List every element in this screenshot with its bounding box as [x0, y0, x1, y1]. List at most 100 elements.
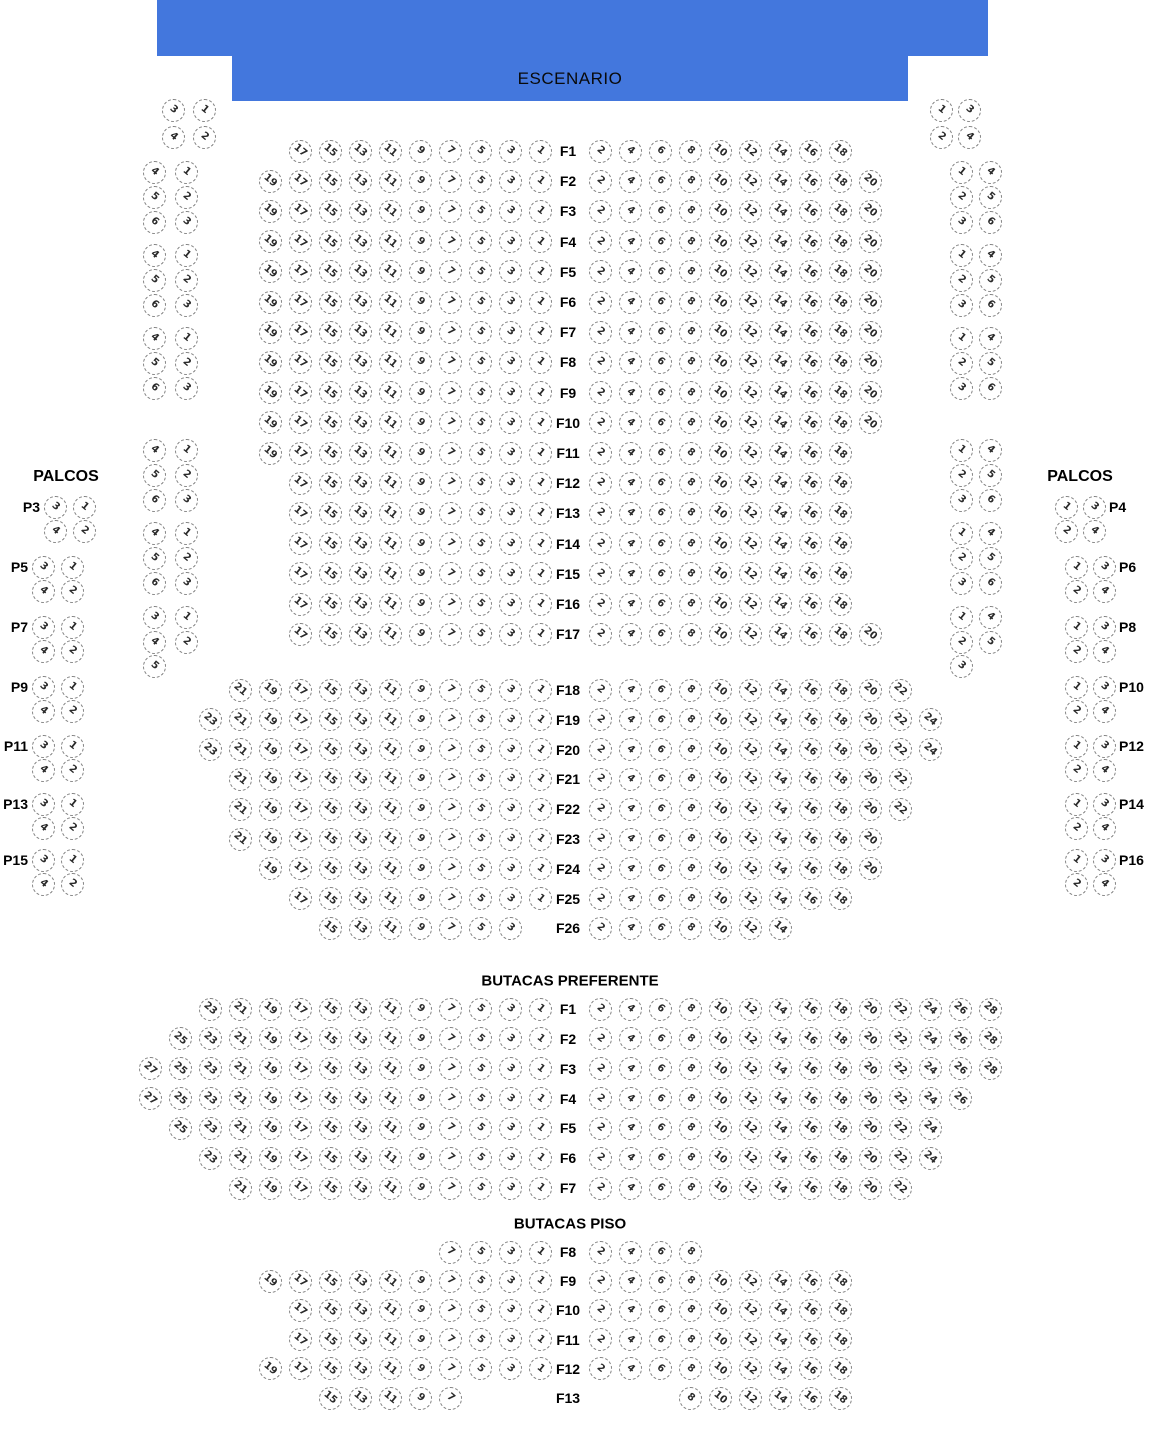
seat-pref-F3-6[interactable]: 6 [648, 1057, 672, 1081]
seat-lower-F20-18[interactable]: 18 [828, 738, 852, 762]
seat-lower-F25-10[interactable]: 10 [708, 887, 732, 911]
seat-main-F8-9[interactable]: 9 [408, 350, 432, 374]
seat-main-F3-7[interactable]: 7 [438, 199, 462, 223]
seat-main-F15-18[interactable]: 18 [828, 562, 852, 586]
seat-main-F15-10[interactable]: 10 [708, 562, 732, 586]
seat-lower-F18-5[interactable]: 5 [468, 678, 492, 702]
seat-main-F17-5[interactable]: 5 [468, 622, 492, 646]
seat-piso-F8-6[interactable]: 6 [648, 1240, 672, 1264]
seat-main-F14-7[interactable]: 7 [438, 532, 462, 556]
seat-piso-F13-18[interactable]: 18 [828, 1386, 852, 1410]
seat-P11-3[interactable]: 3 [31, 734, 55, 758]
seat-lower-F19-15[interactable]: 15 [318, 708, 342, 732]
seat-piso-F10-9[interactable]: 9 [408, 1298, 432, 1322]
seat-lower-F19-16[interactable]: 16 [798, 708, 822, 732]
wall-right-box-7-seat-2[interactable]: 2 [949, 630, 973, 654]
seat-main-F5-8[interactable]: 8 [678, 260, 702, 284]
seat-main-F10-18[interactable]: 18 [828, 411, 852, 435]
seat-main-F6-1[interactable]: 1 [528, 290, 552, 314]
seat-lower-F23-13[interactable]: 13 [348, 827, 372, 851]
seat-lower-F21-12[interactable]: 12 [738, 767, 762, 791]
seat-main-F14-5[interactable]: 5 [468, 532, 492, 556]
wall-right-box-4-seat-2[interactable]: 2 [949, 351, 973, 375]
seat-main-F14-15[interactable]: 15 [318, 532, 342, 556]
seat-pref-F5-9[interactable]: 9 [408, 1116, 432, 1140]
wall-left-box-2-seat-1[interactable]: 1 [174, 160, 198, 184]
seat-pref-F3-22[interactable]: 22 [888, 1057, 912, 1081]
seat-pref-F7-19[interactable]: 19 [258, 1176, 282, 1200]
seat-main-F12-1[interactable]: 1 [528, 471, 552, 495]
seat-lower-F18-9[interactable]: 9 [408, 678, 432, 702]
seat-main-F6-15[interactable]: 15 [318, 290, 342, 314]
seat-lower-F21-3[interactable]: 3 [498, 767, 522, 791]
wall-right-box-5-seat-5[interactable]: 5 [978, 463, 1002, 487]
seat-lower-F25-8[interactable]: 8 [678, 887, 702, 911]
seat-lower-F23-4[interactable]: 4 [618, 827, 642, 851]
seat-piso-F11-10[interactable]: 10 [708, 1328, 732, 1352]
seat-lower-F18-10[interactable]: 10 [708, 678, 732, 702]
seat-main-F7-19[interactable]: 19 [258, 320, 282, 344]
seat-pref-F2-25[interactable]: 25 [168, 1027, 192, 1051]
seat-piso-F11-5[interactable]: 5 [468, 1328, 492, 1352]
seat-lower-F18-2[interactable]: 2 [588, 678, 612, 702]
seat-main-F3-12[interactable]: 12 [738, 199, 762, 223]
seat-piso-F10-16[interactable]: 16 [798, 1298, 822, 1322]
wall-left-box-1-seat-1[interactable]: 1 [192, 98, 216, 122]
seat-pref-F1-14[interactable]: 14 [768, 997, 792, 1021]
seat-piso-F9-7[interactable]: 7 [438, 1269, 462, 1293]
seat-main-F1-10[interactable]: 10 [708, 139, 732, 163]
seat-piso-F12-5[interactable]: 5 [468, 1357, 492, 1381]
seat-piso-F11-11[interactable]: 11 [378, 1328, 402, 1352]
seat-lower-F23-15[interactable]: 15 [318, 827, 342, 851]
wall-left-box-4-seat-6[interactable]: 6 [142, 376, 166, 400]
seat-main-F10-9[interactable]: 9 [408, 411, 432, 435]
seat-piso-F12-18[interactable]: 18 [828, 1357, 852, 1381]
seat-main-F5-7[interactable]: 7 [438, 260, 462, 284]
seat-pref-F1-12[interactable]: 12 [738, 997, 762, 1021]
seat-piso-F13-16[interactable]: 16 [798, 1386, 822, 1410]
seat-pref-F4-13[interactable]: 13 [348, 1087, 372, 1111]
seat-lower-F20-23[interactable]: 23 [198, 738, 222, 762]
wall-right-box-3-seat-1[interactable]: 1 [949, 243, 973, 267]
seat-P15-3[interactable]: 3 [31, 848, 55, 872]
seat-pref-F1-3[interactable]: 3 [498, 997, 522, 1021]
seat-lower-F19-2[interactable]: 2 [588, 708, 612, 732]
seat-pref-F4-14[interactable]: 14 [768, 1087, 792, 1111]
seat-main-F15-11[interactable]: 11 [378, 562, 402, 586]
seat-main-F12-16[interactable]: 16 [798, 471, 822, 495]
seat-piso-F11-15[interactable]: 15 [318, 1328, 342, 1352]
seat-lower-F25-7[interactable]: 7 [438, 887, 462, 911]
seat-main-F9-9[interactable]: 9 [408, 381, 432, 405]
seat-lower-F20-22[interactable]: 22 [888, 738, 912, 762]
seat-lower-F22-16[interactable]: 16 [798, 797, 822, 821]
seat-main-F8-14[interactable]: 14 [768, 350, 792, 374]
seat-main-F11-16[interactable]: 16 [798, 441, 822, 465]
seat-lower-F18-19[interactable]: 19 [258, 678, 282, 702]
seat-lower-F23-20[interactable]: 20 [858, 827, 882, 851]
seat-piso-F10-10[interactable]: 10 [708, 1298, 732, 1322]
seat-main-F12-15[interactable]: 15 [318, 471, 342, 495]
seat-lower-F24-17[interactable]: 17 [288, 857, 312, 881]
seat-P13-3[interactable]: 3 [31, 792, 55, 816]
seat-lower-F25-17[interactable]: 17 [288, 887, 312, 911]
seat-main-F15-9[interactable]: 9 [408, 562, 432, 586]
seat-lower-F24-10[interactable]: 10 [708, 857, 732, 881]
seat-main-F10-14[interactable]: 14 [768, 411, 792, 435]
seat-P5-1[interactable]: 1 [60, 555, 84, 579]
seat-main-F1-11[interactable]: 11 [378, 139, 402, 163]
seat-lower-F22-3[interactable]: 3 [498, 797, 522, 821]
seat-pref-F2-3[interactable]: 3 [498, 1027, 522, 1051]
wall-right-box-3-seat-6[interactable]: 6 [978, 293, 1002, 317]
seat-pref-F4-8[interactable]: 8 [678, 1087, 702, 1111]
seat-pref-F2-23[interactable]: 23 [198, 1027, 222, 1051]
seat-pref-F5-5[interactable]: 5 [468, 1116, 492, 1140]
wall-left-box-4-seat-1[interactable]: 1 [174, 326, 198, 350]
seat-pref-F4-22[interactable]: 22 [888, 1087, 912, 1111]
seat-piso-F13-14[interactable]: 14 [768, 1386, 792, 1410]
seat-lower-F20-9[interactable]: 9 [408, 738, 432, 762]
seat-pref-F3-3[interactable]: 3 [498, 1057, 522, 1081]
seat-main-F1-13[interactable]: 13 [348, 139, 372, 163]
seat-pref-F4-24[interactable]: 24 [918, 1087, 942, 1111]
seat-main-F17-7[interactable]: 7 [438, 622, 462, 646]
seat-main-F17-12[interactable]: 12 [738, 622, 762, 646]
